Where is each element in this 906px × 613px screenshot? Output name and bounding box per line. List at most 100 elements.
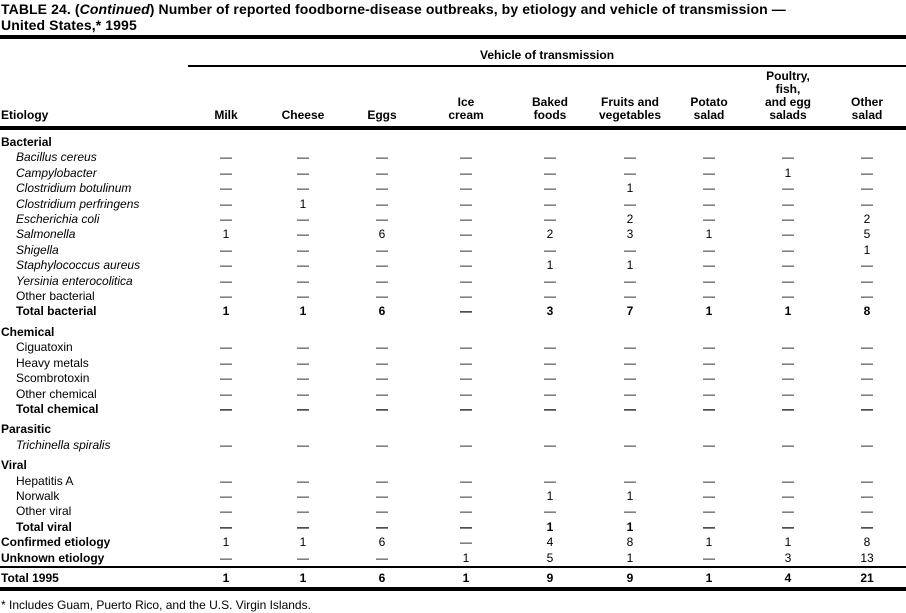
cell-value: — [460, 371, 472, 386]
cell-value: — [460, 504, 472, 519]
table-row-bacterial: Bacterial [0, 128, 906, 150]
cell-value [748, 417, 828, 437]
cell-value: — [782, 196, 794, 211]
cell-value [590, 320, 670, 340]
cell-value: 1 [546, 488, 554, 503]
cell-value: — [544, 504, 556, 519]
cell-value: — [544, 473, 556, 488]
cell-value: — [544, 371, 556, 386]
cell-value: 6 [378, 227, 386, 242]
cell-value [510, 417, 590, 437]
cell-value: — [861, 289, 874, 304]
cell-value [510, 453, 590, 473]
bottom-rule [0, 586, 906, 591]
row-label: Scombrotoxin [16, 371, 90, 386]
row-label: Total 1995 [0, 565, 188, 587]
cell-value: — [460, 289, 472, 304]
cell-value: — [297, 227, 309, 242]
cell-value: — [297, 165, 309, 180]
row-label: Hepatitis A [16, 473, 74, 488]
cell-value: — [297, 289, 309, 304]
cell-value [510, 320, 590, 340]
title-prefix: TABLE 24. ( [1, 1, 80, 17]
cell-value: 3 [626, 227, 634, 242]
cell-value: — [782, 181, 794, 196]
cell-value: — [460, 150, 472, 165]
cell-value: — [861, 258, 874, 273]
cell-value: — [624, 504, 636, 519]
cell-value [590, 417, 670, 437]
cell-value: 1 [462, 550, 470, 565]
cell-value: — [703, 273, 715, 288]
table-row-bacillus-cereus: Bacillus cereus — — — — — — — — — [0, 150, 906, 165]
cell-value: 7 [626, 304, 634, 319]
cell-value: — [220, 401, 232, 416]
row-label: Shigella [16, 242, 59, 257]
cell-value: — [460, 212, 472, 227]
table-row-hepatitis-a: Hepatitis A — — — — — — — — — [0, 474, 906, 489]
cell-value: — [220, 519, 232, 534]
cell-value: 1 [222, 535, 230, 550]
cell-value: — [376, 519, 388, 534]
table-row-other-viral: Other viral — — — — — — — — — [0, 504, 906, 519]
cell-value: — [460, 437, 472, 452]
cell-value: — [220, 371, 232, 386]
table-row-salmonella: Salmonella 1 — 6 — 2 3 1 — 5 [0, 227, 906, 242]
cell-value: 9 [510, 565, 590, 587]
cell-value: — [297, 273, 309, 288]
cell-value [590, 128, 670, 150]
cell-value: 4 [546, 535, 554, 550]
table-row-trichinella-spiralis: Trichinella spiralis — — — — — — — — — [0, 438, 906, 453]
row-label: Confirmed etiology [1, 535, 111, 550]
cell-value [422, 320, 510, 340]
spanner-row: Vehicle of transmission [0, 39, 906, 67]
row-label: Parasitic [1, 422, 52, 437]
table-row-clostridium-perfringens: Clostridium perfringens — 1 — — — — — — — [0, 197, 906, 212]
cell-value: — [220, 242, 232, 257]
row-label: Campylobacter [16, 165, 97, 180]
cell-value: 5 [863, 227, 871, 242]
cell-value: — [703, 401, 715, 416]
cell-value: — [376, 289, 388, 304]
cell-value: — [376, 550, 388, 565]
table-row-scombrotoxin: Scombrotoxin — — — — — — — — — [0, 371, 906, 386]
cell-value [264, 320, 342, 340]
cell-value: 1 [626, 258, 634, 273]
cell-value: — [297, 212, 309, 227]
row-label: Clostridium botulinum [16, 181, 132, 196]
table-row-escherichia-coli: Escherichia coli — — — — — 2 — — 2 [0, 212, 906, 227]
cell-value: — [624, 196, 636, 211]
cell-value: 5 [546, 550, 554, 565]
cell-value: 4 [748, 565, 828, 587]
cell-value [264, 128, 342, 150]
table-body: Bacterial Bacillus cereus — — — — — — — — — Campylo… [0, 128, 906, 587]
row-label: Clostridium perfringens [16, 196, 140, 211]
cell-value: — [376, 401, 388, 416]
cell-value: — [460, 227, 472, 242]
cell-value: — [624, 165, 636, 180]
cell-value: — [544, 181, 556, 196]
cell-value: — [376, 273, 388, 288]
column-header-milk: Milk [188, 66, 264, 130]
cell-value: — [220, 258, 232, 273]
column-header-ice-cream: Ice cream [422, 66, 510, 130]
cell-value: — [703, 289, 715, 304]
table-row-yersinia-enterocolitica: Yersinia enterocolitica — — — — — — — — — [0, 274, 906, 289]
cell-value: — [544, 165, 556, 180]
cell-value: 1 [299, 304, 307, 319]
cell-value: — [624, 473, 636, 488]
cell-value: — [624, 289, 636, 304]
cell-value: 1 [705, 227, 713, 242]
cell-value: — [624, 437, 636, 452]
cell-value: — [624, 355, 636, 370]
row-label: Norwalk [16, 488, 60, 503]
cell-value: — [782, 504, 794, 519]
table-row-total-1995: Total 1995 1 1 6 1 9 9 1 4 21 [0, 565, 906, 587]
cell-value: — [703, 488, 715, 503]
column-header-cheese: Cheese [264, 66, 342, 130]
cell-value: — [624, 242, 636, 257]
row-label: Total viral [16, 519, 72, 534]
cell-value: — [544, 355, 556, 370]
cell-value: — [624, 340, 636, 355]
cell-value: — [460, 401, 472, 416]
